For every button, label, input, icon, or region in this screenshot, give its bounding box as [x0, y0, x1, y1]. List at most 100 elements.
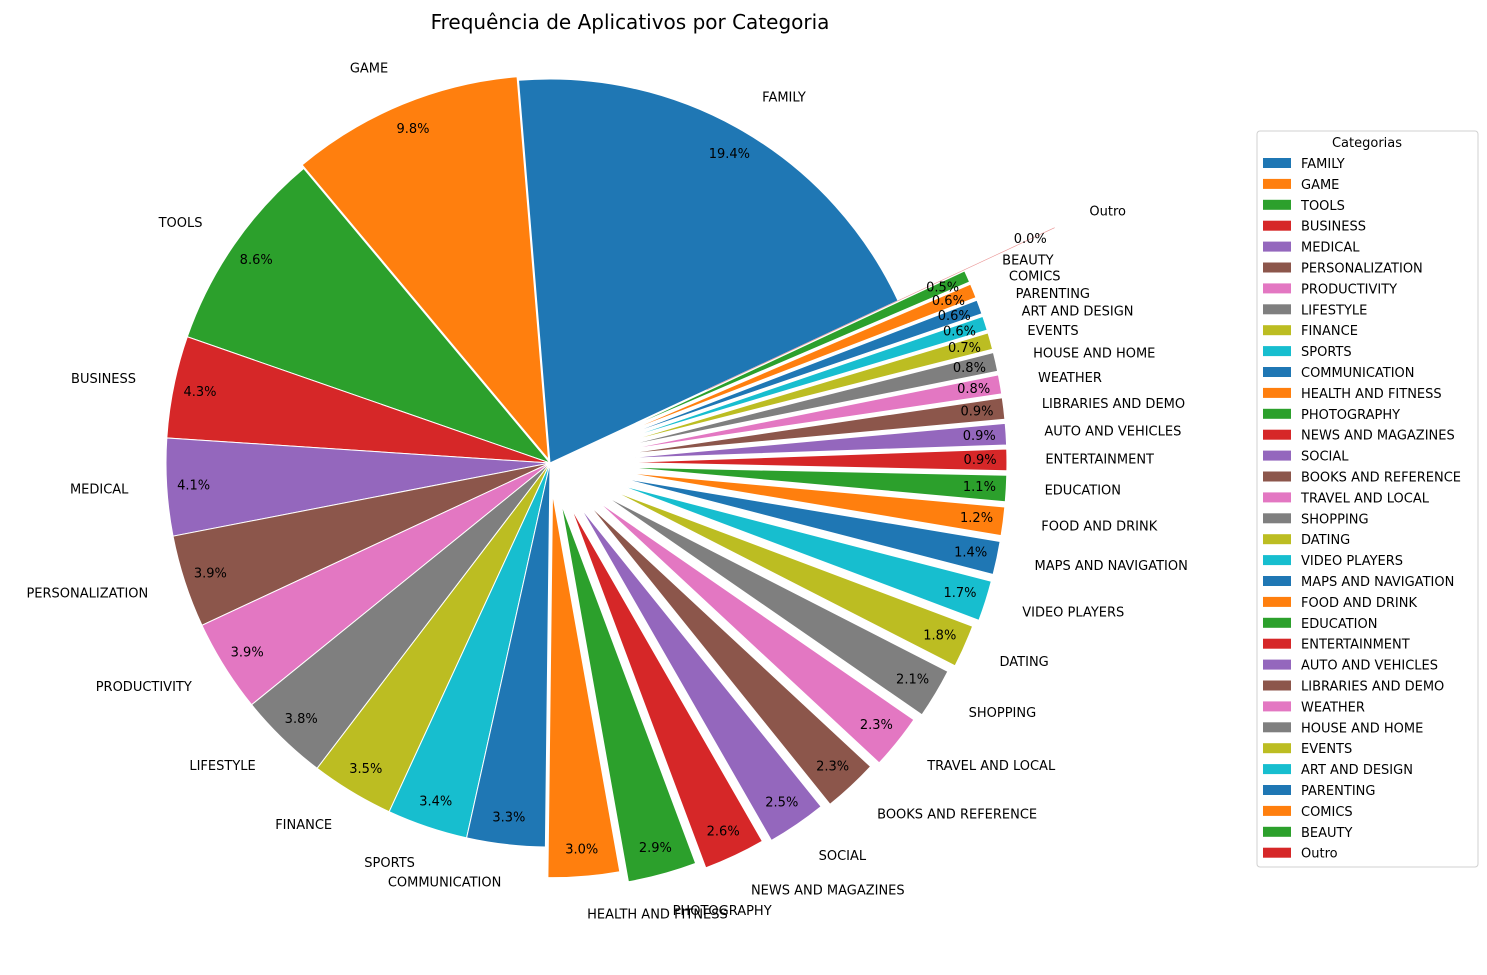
legend-swatch: [1263, 387, 1291, 398]
pie-slice: [617, 283, 977, 436]
pie-slice: [706, 227, 1055, 391]
legend-item: SOCIAL: [1263, 450, 1349, 465]
slice-label: HOUSE AND HOME: [1033, 346, 1155, 361]
pie-slice: [570, 507, 764, 869]
legend-label: AUTO AND VEHICLES: [1301, 659, 1438, 674]
legend-swatch: [1263, 785, 1291, 795]
legend-swatch: [1263, 617, 1291, 628]
legend-label: PARENTING: [1301, 784, 1375, 799]
slice-percent-label: 2.3%: [816, 759, 849, 774]
legend-item: HOUSE AND HOME: [1263, 721, 1423, 736]
legend-item: PARENTING: [1263, 784, 1375, 799]
legend-item: BEAUTY: [1263, 826, 1352, 841]
legend-swatch: [1263, 701, 1291, 712]
slice-label: PERSONALIZATION: [26, 586, 148, 601]
slice-label: EDUCATION: [1045, 484, 1121, 499]
slice-label: LIBRARIES AND DEMO: [1042, 397, 1185, 412]
pie-slice: [186, 167, 552, 465]
legend-swatch: [1263, 178, 1291, 189]
slice-percent-label: 0.5%: [926, 280, 959, 295]
slice-label: COMMUNICATION: [388, 876, 502, 891]
slice-percent-label: 2.1%: [896, 673, 929, 688]
pie-slice: [547, 493, 621, 879]
pie-slice: [517, 78, 899, 464]
pie-slice: [618, 299, 983, 439]
slice-percent-label: 0.7%: [948, 341, 981, 356]
slice-label: GAME: [350, 62, 388, 77]
slice-percent-label: 3.0%: [565, 843, 598, 858]
slice-label: Outro: [1089, 204, 1126, 219]
legend-swatch: [1263, 304, 1291, 315]
legend-label: WEATHER: [1301, 700, 1365, 715]
legend-label: LIBRARIES AND DEMO: [1301, 680, 1444, 695]
legend-item: ART AND DESIGN: [1263, 763, 1413, 778]
slice-percent-label: 0.0%: [1014, 232, 1047, 247]
slice-percent-label: 2.6%: [707, 824, 740, 839]
slice-label: VIDEO PLAYERS: [1022, 606, 1124, 621]
legend-item: FOOD AND DRINK: [1263, 596, 1417, 611]
slice-percent-label: 1.2%: [960, 511, 993, 526]
legend-label: BOOKS AND REFERENCE: [1301, 471, 1461, 486]
slice-percent-label: 0.9%: [960, 405, 993, 420]
slice-label: PARENTING: [1016, 287, 1090, 302]
legend-label: ART AND DESIGN: [1301, 763, 1413, 778]
slice-label: PRODUCTIVITY: [96, 680, 192, 695]
legend-label: COMMUNICATION: [1301, 366, 1415, 381]
slice-percent-label: 0.8%: [953, 361, 986, 376]
pie-slice: [619, 484, 992, 621]
slice-percent-label: 1.7%: [943, 586, 976, 601]
pie-slice: [622, 466, 1008, 503]
legend-item: DATING: [1263, 533, 1350, 548]
legend-swatch: [1263, 722, 1291, 733]
legend-swatch: [1263, 158, 1291, 168]
slice-percent-label: 3.4%: [419, 794, 452, 809]
legend-item: COMICS: [1263, 805, 1353, 820]
slice-label: ENTERTAINMENT: [1045, 453, 1154, 468]
pie-slice: [597, 501, 915, 764]
legend-label: BUSINESS: [1301, 220, 1366, 235]
slice-label: WEATHER: [1038, 371, 1102, 386]
legend-label: PRODUCTIVITY: [1301, 282, 1397, 297]
slice-label: MEDICAL: [70, 483, 129, 498]
slice-percent-label: 8.6%: [240, 253, 273, 268]
legend-swatch: [1263, 576, 1291, 586]
pie-slice: [619, 315, 988, 442]
slice-percent-label: 2.3%: [860, 718, 893, 733]
legend-swatch: [1263, 199, 1291, 210]
legend-item: TOOLS: [1263, 199, 1345, 214]
legend-item: FINANCE: [1263, 324, 1358, 339]
legend-item: WEATHER: [1263, 700, 1365, 715]
legend-item: SPORTS: [1263, 345, 1352, 360]
slice-percent-label: 4.1%: [177, 479, 210, 494]
pie-slice: [621, 477, 1001, 576]
pie-slice: [622, 448, 1008, 472]
legend-swatch: [1263, 680, 1291, 691]
legend: Categorias FAMILY GAME TOOLS BUSINESS MEDICA…: [1256, 130, 1479, 868]
legend-label: PHOTOGRAPHY: [1301, 408, 1400, 423]
pie-slice: [579, 507, 822, 842]
legend-swatch: [1263, 283, 1291, 294]
legend-label: BEAUTY: [1301, 826, 1352, 841]
legend-swatch: [1263, 638, 1291, 649]
slice-percent-label: 0.8%: [957, 382, 990, 397]
slice-percent-label: 2.5%: [765, 795, 798, 810]
legend-label: FOOD AND DRINK: [1301, 596, 1417, 611]
slice-percent-label: 3.8%: [285, 712, 318, 727]
slice-percent-label: 9.8%: [396, 122, 429, 137]
slice-percent-label: 0.9%: [963, 429, 996, 444]
slice-percent-label: 3.9%: [231, 645, 264, 660]
legend-items: FAMILY GAME TOOLS BUSINESS MEDICAL PERSONALIZ…: [1263, 157, 1461, 862]
legend-swatch: [1263, 513, 1291, 524]
legend-item: PHOTOGRAPHY: [1263, 408, 1400, 423]
slice-label: TRAVEL AND LOCAL: [926, 759, 1056, 774]
legend-swatch: [1263, 847, 1291, 858]
slice-label: BEAUTY: [1002, 254, 1053, 269]
slice-label: COMICS: [1009, 269, 1061, 284]
slice-label: ART AND DESIGN: [1022, 304, 1134, 319]
legend-swatch: [1263, 659, 1291, 670]
legend-swatch: [1263, 492, 1291, 503]
legend-item: MEDICAL: [1263, 241, 1360, 256]
pie-slice: [621, 351, 999, 448]
legend-label: EVENTS: [1301, 742, 1352, 757]
